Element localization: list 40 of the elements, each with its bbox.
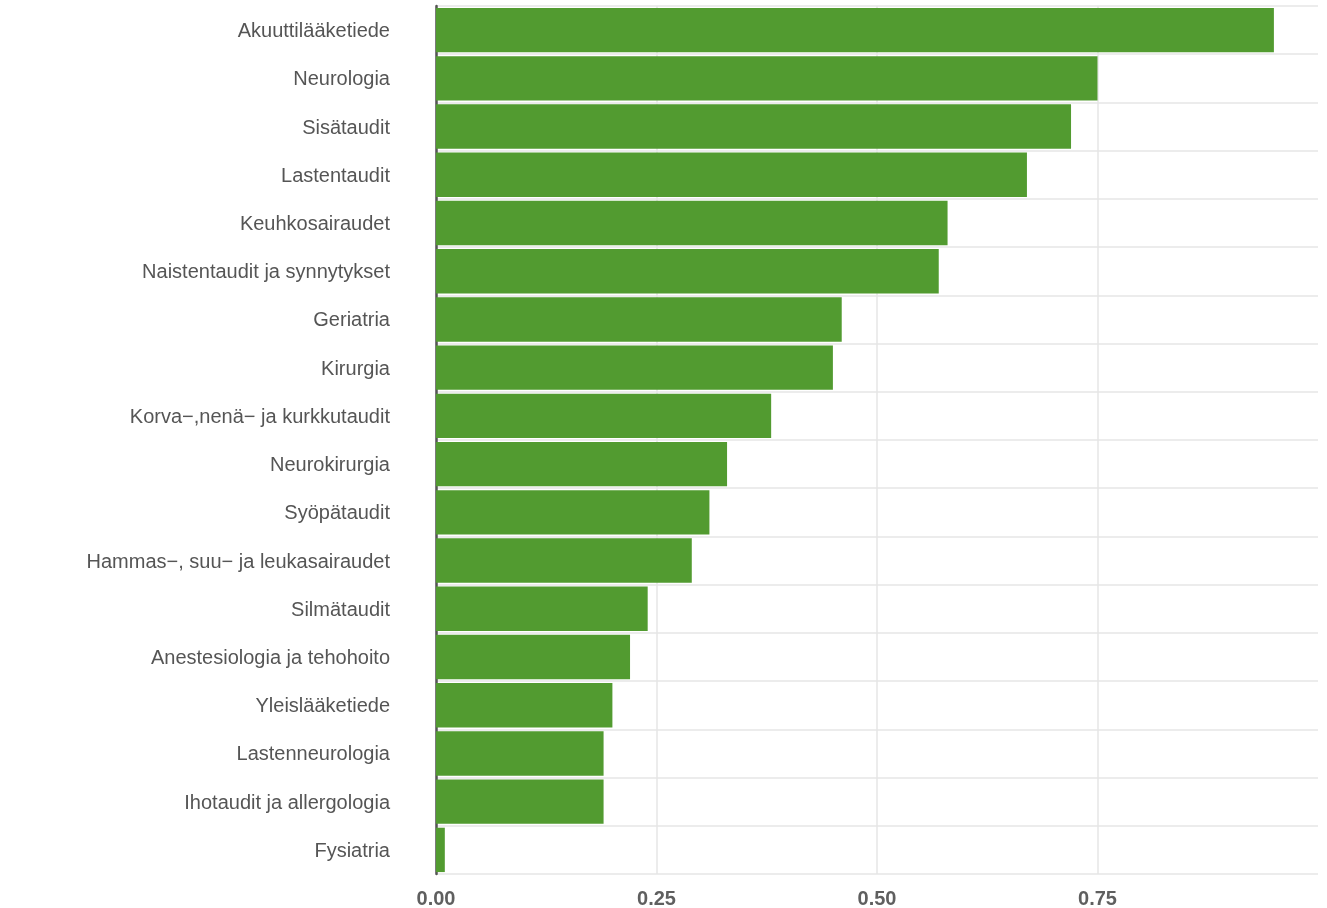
y-tick-label: Neurologia (293, 67, 391, 90)
bar (436, 393, 772, 439)
y-tick-label: Silmätaudit (291, 597, 391, 620)
bar (436, 104, 1072, 149)
bar (436, 490, 710, 535)
y-tick-label: Akuuttilääketiede (237, 19, 390, 42)
bar (436, 56, 1098, 101)
y-tick-label: Neurokirurgia (269, 453, 391, 476)
bar (436, 152, 1027, 197)
y-tick-label: Keuhkosairaudet (239, 212, 391, 234)
bar (436, 586, 648, 631)
y-tick-label: Hammas−, suu− ja leukasairaudet (86, 549, 391, 572)
y-tick-label: Lastenneurologia (236, 742, 391, 765)
y-tick-label: Naistentaudit ja synnytykset (142, 260, 391, 283)
bar (436, 297, 842, 342)
bar (436, 634, 631, 680)
y-tick-label: Kirurgia (321, 356, 391, 379)
x-tick-label: 0.50 (857, 887, 897, 908)
y-tick-label: Yleislääketiede (255, 694, 390, 717)
y-tick-label: Korva−,nenä− ja kurkkutaudit (129, 404, 391, 427)
bar (436, 731, 604, 776)
bar (436, 538, 692, 583)
bar (436, 345, 833, 390)
y-tick-label: Syöpätaudit (284, 501, 391, 524)
bar (436, 7, 1274, 53)
bar (436, 200, 948, 246)
bar (436, 441, 728, 487)
y-tick-label: Fysiatria (314, 838, 391, 861)
bar (436, 249, 939, 294)
y-tick-label: Anestesiologia ja tehohoito (150, 646, 390, 668)
y-tick-label: Sisätaudit (302, 115, 391, 138)
x-tick-label: 0.25 (637, 887, 676, 908)
x-tick-label: 0.75 (1078, 887, 1117, 908)
bar (436, 683, 613, 728)
x-tick-label: 0.00 (416, 887, 456, 908)
y-tick-label: Ihotaudit ja allergologia (184, 790, 391, 813)
y-tick-label: Geriatria (313, 308, 391, 331)
y-tick-label: Lastentaudit (281, 163, 391, 186)
bar (436, 779, 604, 824)
bar (436, 827, 445, 873)
